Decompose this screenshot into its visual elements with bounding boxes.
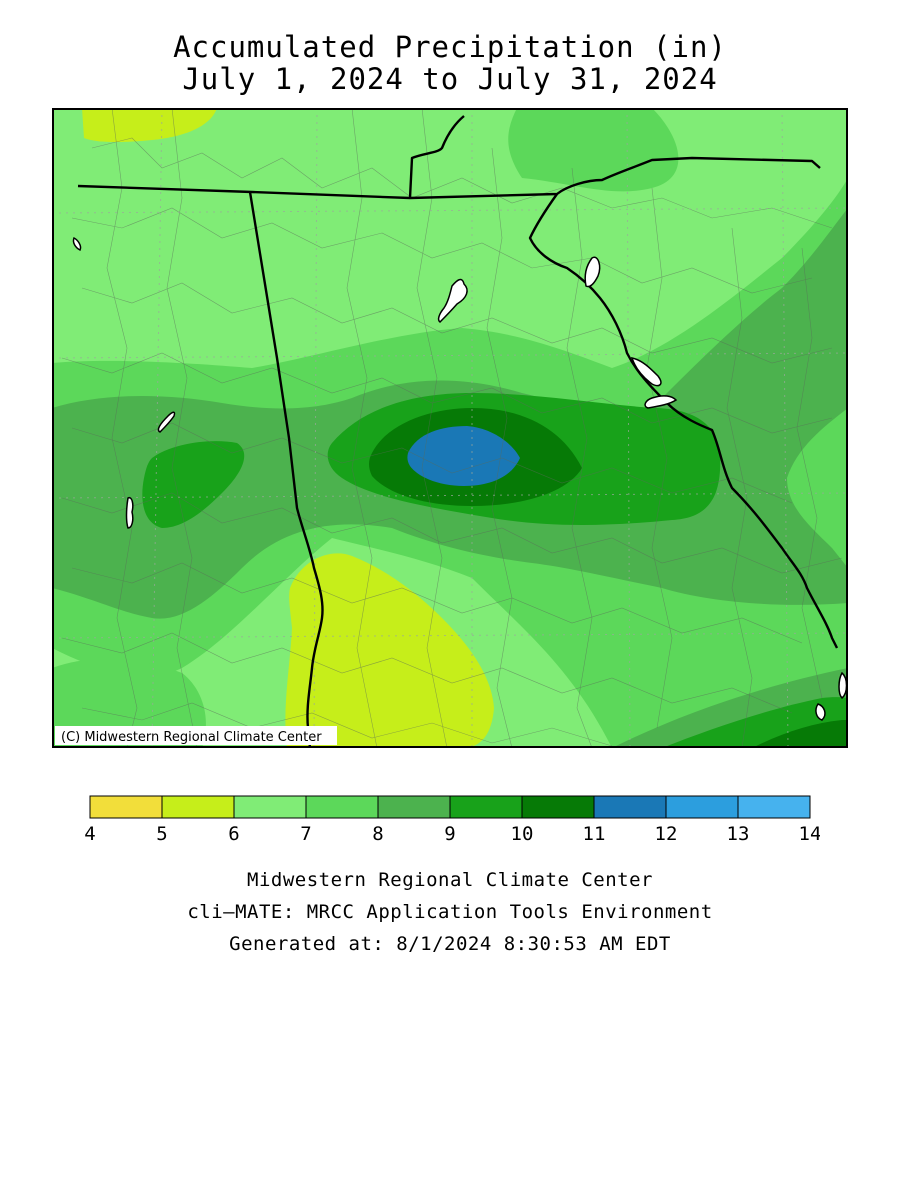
- map-frame: [52, 108, 848, 748]
- legend-tick-12: 12: [655, 823, 678, 845]
- footer-organization: Midwestern Regional Climate Center: [247, 869, 653, 891]
- legend-bin-11-12: [593, 795, 667, 819]
- legend-bin-12-13: [665, 795, 739, 819]
- precip-band-11-12: [407, 426, 520, 486]
- legend-ticks: 4 5 6 7 8 9 10 11 12 13 14: [84, 823, 820, 845]
- legend-tick-9: 9: [444, 823, 455, 845]
- precip-band-7-8-ne: [508, 108, 679, 192]
- legend-tick-10: 10: [511, 823, 534, 845]
- legend-tick-11: 11: [583, 823, 606, 845]
- legend-tick-5: 5: [156, 823, 167, 845]
- legend-tick-8: 8: [372, 823, 383, 845]
- legend-tick-6: 6: [228, 823, 239, 845]
- color-scale-legend: 4 5 6 7 8 9 10 11 12 13 14: [84, 795, 820, 845]
- precip-band-7-8-sw: [52, 658, 206, 748]
- county-boundaries: [61, 108, 843, 748]
- copyright-label: (C) Midwestern Regional Climate Center: [61, 730, 322, 745]
- map-title: Accumulated Precipitation (in): [173, 30, 727, 64]
- legend-bin-10-11: [521, 795, 595, 819]
- lat-lon-grid: [52, 108, 848, 748]
- legend-bin-9-10: [449, 795, 523, 819]
- legend-bin-5-6: [161, 795, 235, 819]
- copyright-label-bg: [55, 726, 337, 745]
- precip-band-9-10-west: [142, 441, 245, 528]
- precip-band-5-6-south: [285, 553, 494, 748]
- legend-tick-13: 13: [727, 823, 750, 845]
- legend-bin-8-9: [377, 795, 451, 819]
- legend-tick-4: 4: [84, 823, 95, 845]
- legend-bin-6-7: [233, 795, 307, 819]
- water-bodies: [72, 236, 848, 721]
- footer-generated-time: Generated at: 8/1/2024 8:30:53 AM EDT: [229, 933, 671, 955]
- legend-bin-4-5: [89, 795, 163, 819]
- precip-band-10-11-se: [752, 720, 848, 748]
- legend-tick-7: 7: [300, 823, 311, 845]
- precipitation-map: (C) Midwestern Regional Climate Center: [52, 108, 848, 748]
- legend-bin-13-14: [737, 795, 811, 819]
- map-date-range: July 1, 2024 to July 31, 2024: [182, 62, 718, 96]
- legend-bin-7-8: [305, 795, 379, 819]
- legend-bins: [89, 795, 811, 819]
- footer-application: cli—MATE: MRCC Application Tools Environ…: [187, 901, 713, 923]
- legend-tick-14: 14: [799, 823, 820, 845]
- precip-band-5-6-north: [82, 108, 217, 143]
